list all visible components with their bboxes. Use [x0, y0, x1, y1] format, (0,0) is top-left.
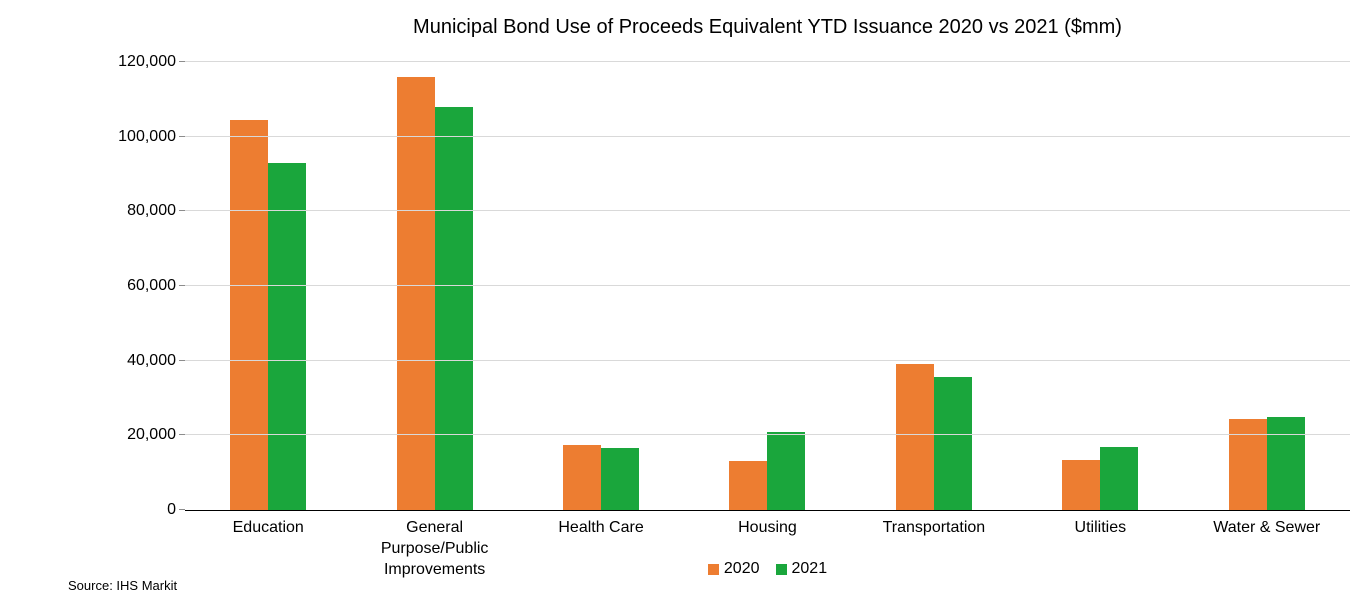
- bar-2020-general-purpose-public-improvements: [396, 76, 435, 510]
- y-tick-label: 100,000: [118, 127, 176, 145]
- legend-item-2020: 2020: [707, 560, 760, 578]
- source-note: Source: IHS Markit: [68, 578, 178, 593]
- x-tick-label-text: Housing: [738, 519, 797, 536]
- legend-label-2021: 2021: [791, 560, 828, 577]
- y-tick-label: 40,000: [127, 351, 176, 369]
- gridline: [185, 359, 1350, 361]
- bar-2020-water-sewer: [1228, 418, 1267, 510]
- bar-2021-general-purpose-public-improvements: [434, 106, 473, 510]
- bar-group-utilities: [1017, 62, 1183, 510]
- bar-2021-transportation: [933, 377, 972, 510]
- legend-swatch-2021: [775, 563, 787, 575]
- x-tick-label-text: Transportation: [882, 519, 986, 536]
- y-tick-label: 0: [167, 501, 176, 518]
- bar-2021-health-care: [601, 448, 640, 510]
- y-axis-labels: 0 20,000 40,000 60,000 80,000 100,000 120,000: [0, 53, 176, 518]
- x-tick-label-text: Water & Sewer: [1213, 519, 1321, 536]
- bar-group-water-sewer: [1184, 62, 1350, 510]
- bar-2021-education: [268, 162, 307, 510]
- legend-label-2020: 2020: [723, 560, 760, 577]
- gridline: [185, 61, 1350, 62]
- x-tick-label-text: Health Care: [558, 519, 644, 536]
- y-axis-tick: [179, 509, 185, 510]
- legend-swatch-2020: [707, 563, 719, 575]
- y-tick-label: 80,000: [127, 202, 176, 220]
- bar-2021-utilities: [1100, 446, 1139, 510]
- x-tick-label-housing: Housing: [684, 518, 850, 580]
- gridline: [185, 434, 1350, 436]
- y-tick-label: 20,000: [127, 426, 176, 444]
- x-tick-label-general-purpose-public-improvements: General Purpose/Public Improvements: [351, 518, 517, 580]
- bar-2020-transportation: [895, 364, 934, 510]
- bar-2021-water-sewer: [1266, 416, 1305, 510]
- x-axis-labels: Education General Purpose/Public Improvem…: [185, 518, 1350, 580]
- x-tick-label-water-sewer: Water & Sewer: [1184, 518, 1350, 580]
- bar-groups: [185, 62, 1350, 510]
- bar-2020-education: [230, 119, 269, 510]
- bar-group-general-purpose-public-improvements: [351, 62, 517, 510]
- y-axis-tick: [179, 210, 185, 212]
- bar-2020-utilities: [1062, 459, 1101, 510]
- x-tick-label-text: Education: [232, 519, 304, 536]
- bar-group-education: [185, 62, 351, 510]
- x-tick-label-text: General Purpose/Public Improvements: [380, 519, 489, 578]
- legend-item-2021: 2021: [775, 560, 828, 578]
- bar-2021-housing: [767, 431, 806, 510]
- y-tick-label: 60,000: [127, 277, 176, 294]
- gridline: [185, 210, 1350, 212]
- gridline: [185, 285, 1350, 286]
- legend: 2020 2021: [185, 560, 1350, 578]
- y-axis-tick: [179, 61, 185, 62]
- bar-group-housing: [684, 62, 850, 510]
- bar-group-transportation: [851, 62, 1017, 510]
- y-axis-tick: [179, 434, 185, 436]
- x-tick-label-transportation: Transportation: [851, 518, 1017, 580]
- gridline: [185, 135, 1350, 137]
- x-tick-label-utilities: Utilities: [1017, 518, 1183, 580]
- bar-2020-housing: [729, 461, 768, 510]
- plot-area: [179, 61, 1350, 511]
- y-axis-tick: [179, 359, 185, 361]
- x-tick-label-text: Utilities: [1074, 519, 1127, 536]
- y-axis-tick: [179, 285, 185, 286]
- bar-2020-health-care: [563, 444, 602, 510]
- x-tick-label-education: Education: [185, 518, 351, 580]
- chart-title: Municipal Bond Use of Proceeds Equivalen…: [413, 16, 1122, 38]
- y-axis-tick: [179, 135, 185, 137]
- x-tick-label-health-care: Health Care: [518, 518, 684, 580]
- bar-group-health-care: [518, 62, 684, 510]
- y-tick-label: 120,000: [118, 53, 176, 70]
